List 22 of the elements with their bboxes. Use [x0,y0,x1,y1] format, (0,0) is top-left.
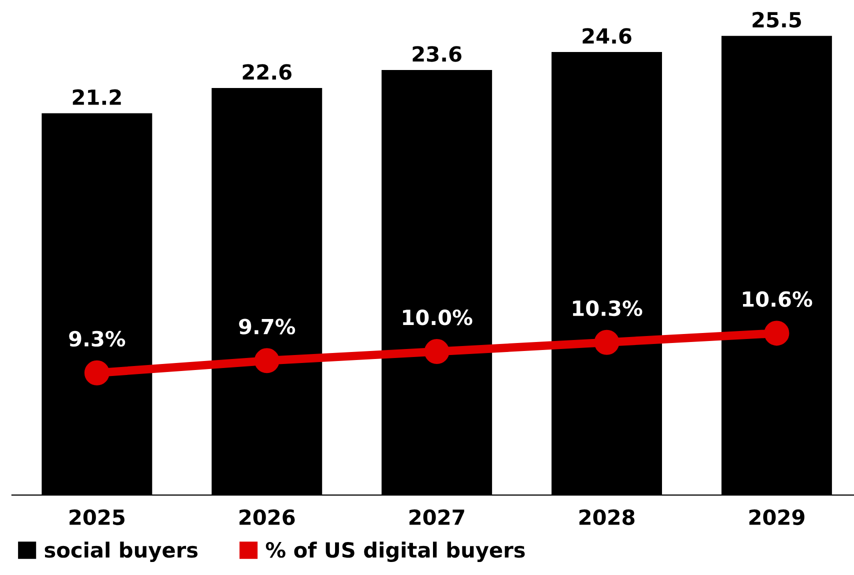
x-tick-label: 2028 [579,509,634,526]
x-tick-label: 2029 [749,509,804,526]
data-label: 10.6% [742,291,812,307]
point [764,320,790,346]
data-label: 9.3% [69,330,126,347]
point [84,360,110,386]
data-label: 25.5 [752,12,801,28]
x-tick-label: 2027 [409,509,464,526]
data-label: 23.6 [412,46,462,62]
legend-label: % of US digital buyers [266,542,525,562]
data-label: 21.2 [72,89,121,105]
data-label: 22.6 [242,64,292,80]
x-tick-label: 2025 [70,509,124,526]
point [424,339,450,364]
x-tick-label: 2026 [240,509,295,526]
data-label: 10.0% [403,310,472,326]
point [594,330,620,355]
data-label: 24.6 [582,28,632,44]
data-label: 10.3% [572,300,642,316]
legend-label: social buyers [44,542,198,562]
point [254,348,280,374]
data-label: 9.7% [239,318,296,334]
